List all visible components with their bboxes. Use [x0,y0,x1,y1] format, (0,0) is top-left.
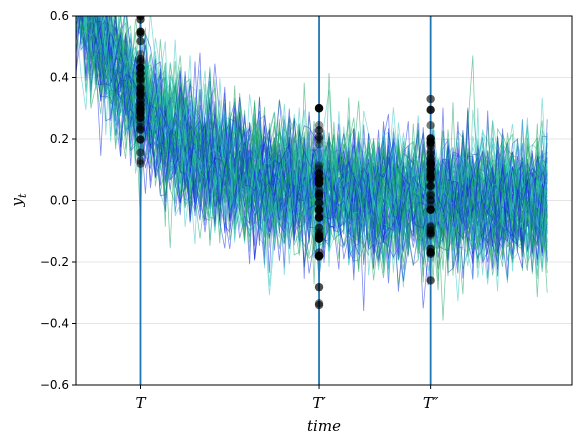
x-axis: T T′ T″ [135,385,439,412]
cross-section-dots [136,16,435,310]
cross-section-dot [314,169,324,179]
cross-section-dot [314,223,324,233]
x-axis-label: time [307,417,341,435]
y-tick-label: 0.6 [50,9,69,23]
y-axis-label: yt [8,193,29,207]
y-tick-label: 0.2 [50,132,69,146]
cross-section-dot [136,63,145,72]
sample-path [79,16,548,261]
cross-section-dot [314,205,324,214]
cross-section-dot [136,54,145,64]
cross-section-dot [314,213,324,222]
cross-section-dot [314,185,324,194]
sample-path [84,16,548,281]
cross-section-dot [426,229,435,238]
y-tick-label: 0.0 [50,194,69,208]
cross-section-dot [136,69,145,78]
cross-section-dot [426,276,435,285]
cross-section-dot [314,231,324,241]
cross-section-dot [426,221,435,231]
cross-section-dot [314,121,324,130]
cross-section-dot [136,156,145,166]
cross-section-dot [314,300,324,310]
x-tick-label: T [135,394,146,412]
cross-section-dot [314,104,324,113]
cross-section-dot [314,189,324,198]
y-tick-label: −0.2 [40,255,69,269]
cross-section-dot [136,77,145,86]
cross-section-dot [426,205,435,215]
cross-section-dot [426,105,435,115]
sample-path [85,16,548,269]
cross-section-dot [136,122,145,132]
cross-section-dot [314,198,324,208]
cross-section-dot [314,132,324,142]
x-tick-label: T″ [423,394,439,412]
cross-section-dot [136,148,145,157]
cross-section-dot [426,182,435,191]
cross-section-dot [136,36,145,46]
cross-section-dot [136,29,145,38]
cross-section-dot [136,16,145,24]
cross-section-dot [426,248,435,257]
y-tick-label: −0.4 [40,317,69,331]
cross-section-dot [314,126,324,135]
cross-section-dot [426,196,435,205]
y-tick-label: −0.6 [40,378,69,392]
cross-section-dot [426,160,435,170]
cross-section-dot [136,135,145,144]
cross-section-dot [314,299,324,308]
y-axis-label-subscript: t [16,193,29,198]
cross-section-dot [314,251,324,261]
y-axis: −0.6 −0.4 −0.2 0.0 0.2 0.4 0.6 [40,9,76,392]
cross-section-dot [426,94,435,104]
cross-section-dot [426,141,435,151]
cross-section-dot [136,108,145,117]
cross-section-dot [136,85,145,94]
sample-path [76,16,548,263]
y-tick-label: 0.4 [50,71,69,85]
cross-section-dot [314,161,324,170]
cross-section-dot [426,154,435,163]
cross-section-dot [426,169,435,179]
sample-path [76,16,548,259]
y-axis-label-base: y [8,197,26,207]
sample-paths [76,16,548,321]
sample-path [78,16,548,257]
cross-section-dot [136,112,145,121]
cross-section-dot [136,117,145,127]
cross-section-dot [314,282,324,292]
cross-section-dot [426,121,435,130]
x-tick-label: T′ [312,394,326,412]
